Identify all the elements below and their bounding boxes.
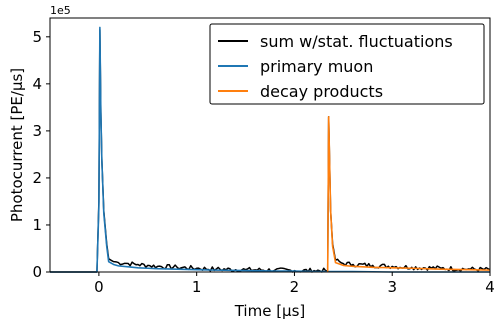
y-tick-label: 4 [32, 75, 42, 93]
x-tick-label: 4 [485, 278, 495, 296]
y-offset-label: 1e5 [50, 4, 71, 17]
x-tick-label: 1 [192, 278, 202, 296]
series-line-2 [326, 115, 491, 273]
legend-label: primary muon [260, 57, 373, 76]
y-tick-label: 2 [32, 169, 42, 187]
x-tick-label: 0 [94, 278, 104, 296]
x-tick-label: 2 [290, 278, 300, 296]
legend-box [209, 23, 485, 105]
legend: sum w/stat. fluctuations primary muon deca… [209, 23, 485, 105]
legend-label: decay products [260, 82, 383, 101]
x-axis: 0 1 2 3 4 [94, 272, 495, 296]
legend-label: sum w/stat. fluctuations [260, 32, 453, 51]
y-tick-label: 5 [32, 28, 42, 46]
x-axis-label: Time [μs] [234, 302, 306, 320]
y-axis-label: Photocurrent [PE/μs] [8, 68, 26, 222]
x-tick-label: 3 [387, 278, 397, 296]
y-tick-label: 1 [32, 216, 42, 234]
y-axis: 0 1 2 3 4 5 [32, 28, 50, 281]
y-tick-label: 3 [32, 122, 42, 140]
plot-frame [49, 17, 491, 273]
legend-items: sum w/stat. fluctuations primary muon deca… [218, 32, 453, 101]
y-tick-label: 0 [32, 263, 42, 281]
